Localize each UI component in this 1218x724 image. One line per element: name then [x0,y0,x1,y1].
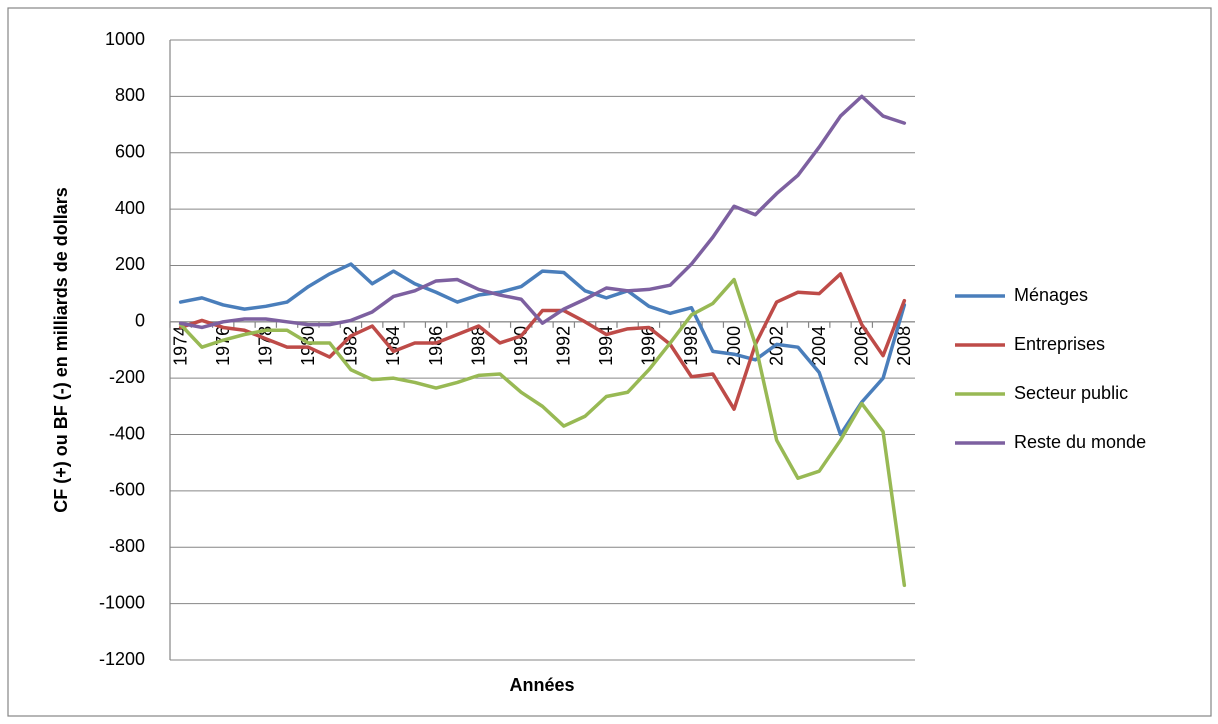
y-tick-label: 800 [115,85,145,105]
x-tick-label: 1990 [511,326,531,366]
x-tick-label: 1984 [383,326,403,366]
x-tick-label: 2008 [894,326,914,366]
y-tick-label: -200 [109,367,145,387]
y-tick-label: -800 [109,536,145,556]
legend-label: Ménages [1014,285,1088,305]
x-tick-label: 1996 [639,326,659,366]
y-tick-label: -1200 [99,649,145,669]
y-tick-label: -600 [109,480,145,500]
x-tick-label: 1986 [426,326,446,366]
series-line [178,94,907,330]
legend-label: Entreprises [1014,334,1105,354]
series-line [178,272,907,411]
x-tick-label: 1982 [341,326,361,366]
y-tick-label: 0 [135,311,145,331]
x-tick-label: 1992 [554,326,574,366]
y-tick-label: -1000 [99,592,145,612]
x-tick-label: 1994 [596,326,616,366]
x-axis-label: Années [509,675,574,695]
chart-border [7,7,1212,717]
x-tick-label: 1998 [681,326,701,366]
y-tick-label: 600 [115,141,145,161]
x-tick-label: 1974 [170,326,190,366]
x-tick-label: 1988 [468,326,488,366]
y-tick-label: -400 [109,423,145,443]
y-tick-label: 1000 [105,29,145,49]
y-tick-label: 400 [115,198,145,218]
x-tick-label: 2006 [852,326,872,366]
x-tick-label: 2004 [809,326,829,366]
y-tick-label: 200 [115,254,145,274]
legend-label: Secteur public [1014,383,1128,403]
y-axis-label: CF (+) ou BF (-) en milliards de dollars [51,187,71,513]
x-tick-label: 1976 [213,326,233,366]
series-line [178,277,907,588]
series-line [178,262,907,437]
legend-label: Reste du monde [1014,432,1146,452]
x-tick-label: 2000 [724,326,744,366]
